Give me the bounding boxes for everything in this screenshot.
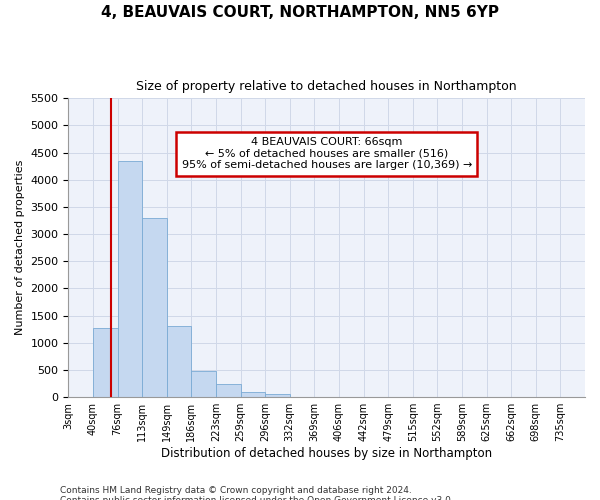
Text: 4, BEAUVAIS COURT, NORTHAMPTON, NN5 6YP: 4, BEAUVAIS COURT, NORTHAMPTON, NN5 6YP [101,5,499,20]
Bar [118,161,142,397]
Bar [191,371,216,397]
Text: Contains HM Land Registry data © Crown copyright and database right 2024.: Contains HM Land Registry data © Crown c… [60,486,412,495]
Text: Contains public sector information licensed under the Open Government Licence v3: Contains public sector information licen… [60,496,454,500]
X-axis label: Distribution of detached houses by size in Northampton: Distribution of detached houses by size … [161,447,492,460]
Title: Size of property relative to detached houses in Northampton: Size of property relative to detached ho… [136,80,517,93]
Bar [142,218,167,397]
Bar [216,384,241,397]
Text: 4 BEAUVAIS COURT: 66sqm  
← 5% of detached houses are smaller (516)
95% of semi-: 4 BEAUVAIS COURT: 66sqm ← 5% of detached… [182,137,472,170]
Bar [93,328,118,397]
Bar [241,392,265,397]
Y-axis label: Number of detached properties: Number of detached properties [15,160,25,336]
Bar [167,326,191,397]
Bar [265,394,290,397]
